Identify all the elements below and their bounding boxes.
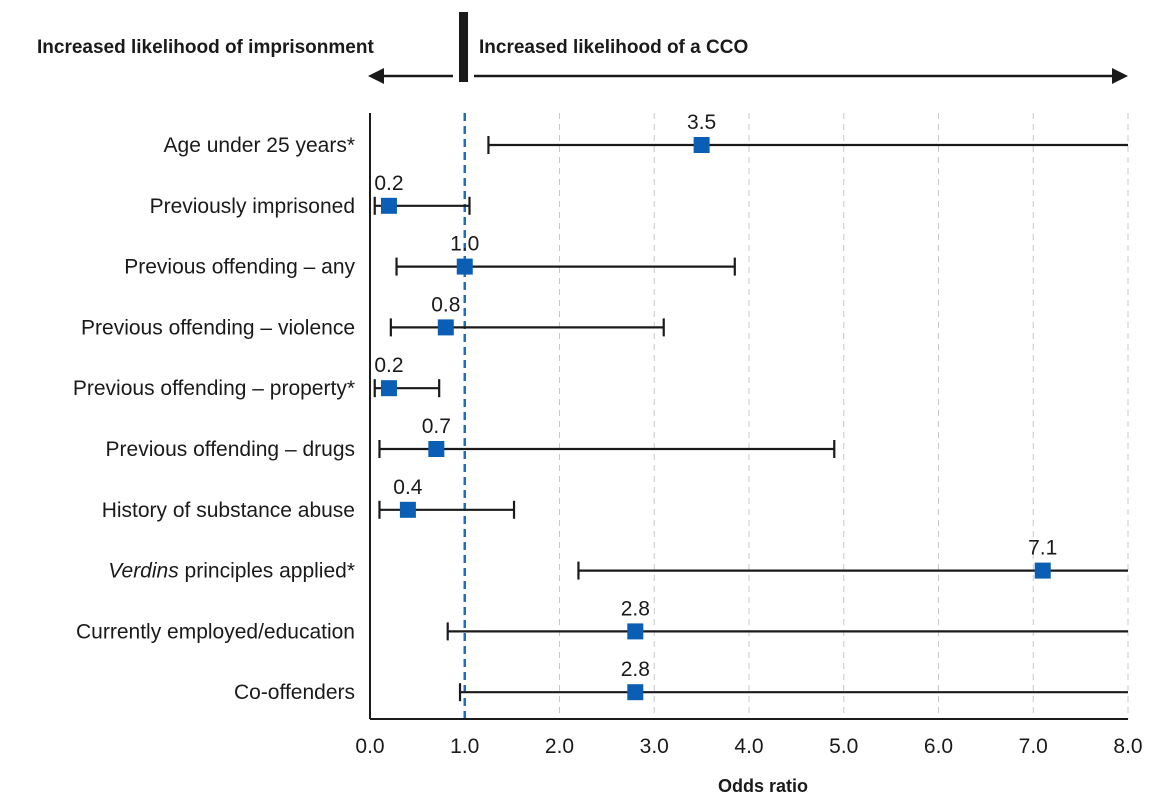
- point-estimate: [627, 684, 644, 701]
- value-label: 0.4: [393, 476, 423, 499]
- row-label-text: principles applied*: [179, 560, 355, 583]
- row-label-text: History of substance abuse: [102, 499, 355, 522]
- x-tick-label: 8.0: [1113, 735, 1142, 758]
- point-estimate: [456, 258, 473, 275]
- row-label: Co-offenders: [234, 681, 355, 704]
- x-tick-label: 7.0: [1019, 735, 1048, 758]
- value-label: 2.8: [621, 658, 650, 681]
- row-label-text: Previously imprisoned: [150, 195, 355, 218]
- row: Previous offending – violence 0.8: [81, 293, 665, 339]
- x-tick-label: 1.0: [450, 735, 479, 758]
- row: Age under 25 years* 3.5: [164, 111, 1128, 157]
- value-label: 0.7: [422, 415, 451, 438]
- row-label: Previous offending – violence: [81, 316, 355, 339]
- x-tick-label: 3.0: [640, 735, 669, 758]
- point-estimate: [1034, 562, 1051, 579]
- gridlines: [463, 113, 1129, 719]
- x-tick-labels: 0.0 1.0 2.0 3.0 4.0 5.0 6.0 7.0 8.0: [355, 735, 1142, 758]
- row-label: Age under 25 years*: [164, 134, 355, 157]
- row-label-text: Age under 25 years*: [164, 134, 355, 157]
- row-label: Previous offending – any: [124, 256, 355, 279]
- point-estimate: [428, 441, 445, 457]
- x-tick-label: 0.0: [355, 735, 384, 758]
- header-left: Increased likelihood of imprisonment: [37, 37, 374, 58]
- row-label-text: Previous offending – any: [124, 256, 355, 279]
- row-label: History of substance abuse: [102, 499, 355, 522]
- row: Previous offending – property* 0.2: [73, 354, 441, 400]
- header-right: Increased likelihood of a CCO: [479, 37, 748, 58]
- row-label-text: Currently employed/education: [76, 620, 355, 643]
- row: Verdins principles applied* 7.1: [108, 537, 1128, 583]
- point-estimate: [380, 380, 397, 397]
- point-estimate: [627, 623, 644, 640]
- row-label: Verdins principles applied*: [108, 560, 355, 583]
- row-label-text: Co-offenders: [234, 681, 355, 704]
- row-label-italic: Verdins: [108, 560, 179, 583]
- value-label: 2.8: [621, 597, 650, 620]
- row: Co-offenders 2.8: [234, 658, 1128, 704]
- row: Previous offending – any 1.0: [124, 233, 736, 279]
- x-tick-label: 4.0: [734, 735, 763, 758]
- row: Previously imprisoned 0.2: [150, 172, 471, 218]
- rows: Age under 25 years* 3.5 Previously impriso…: [73, 111, 1128, 704]
- arrow-right: [474, 68, 1128, 84]
- row-label: Previously imprisoned: [150, 195, 355, 218]
- value-label: 3.5: [687, 111, 716, 134]
- row-label-text: Previous offending – violence: [81, 316, 355, 339]
- value-label: 0.8: [431, 293, 460, 316]
- point-estimate: [437, 319, 454, 336]
- row-label: Previous offending – drugs: [106, 438, 355, 461]
- row: History of substance abuse 0.4: [102, 476, 516, 522]
- row-label: Currently employed/education: [76, 620, 355, 643]
- divider-bar: [459, 12, 468, 82]
- arrow-left: [368, 68, 453, 84]
- point-estimate: [399, 501, 416, 518]
- row: Currently employed/education 2.8: [76, 597, 1128, 643]
- row-label: Previous offending – property*: [73, 377, 355, 400]
- point-estimate: [380, 197, 397, 214]
- row: Previous offending – drugs 0.7: [106, 415, 836, 461]
- x-tick-label: 2.0: [545, 735, 574, 758]
- value-label: 1.0: [450, 233, 479, 256]
- x-tick-label: 5.0: [829, 735, 858, 758]
- point-estimate: [693, 137, 710, 153]
- x-axis-label: Odds ratio: [718, 776, 808, 796]
- value-label: 0.2: [374, 354, 403, 377]
- value-label: 0.2: [374, 172, 403, 195]
- row-label-text: Previous offending – drugs: [106, 438, 355, 461]
- row-label-text: Previous offending – property*: [73, 377, 355, 400]
- x-tick-label: 6.0: [924, 735, 953, 758]
- value-label: 7.1: [1028, 537, 1057, 560]
